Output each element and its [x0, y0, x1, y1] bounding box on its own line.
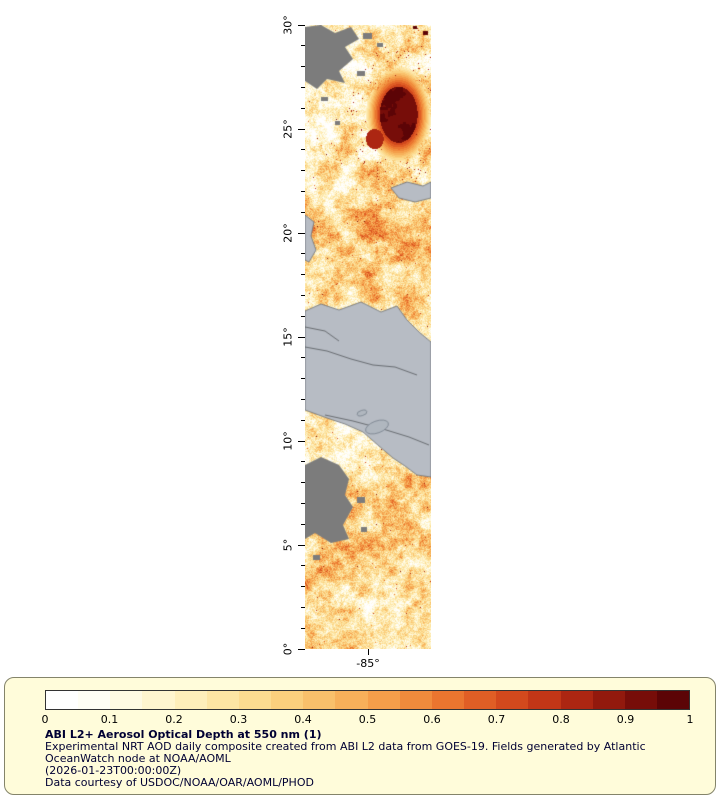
colorbar-tick-label: 0.8: [552, 713, 570, 726]
lat-minor-tick: [301, 294, 305, 296]
colorbar-segment: [496, 691, 529, 709]
lat-minor-tick: [301, 606, 305, 608]
colorbar-tick-label: 0.3: [229, 713, 248, 726]
colorbar-segment: [174, 691, 207, 709]
lon-tick-label: -85°: [356, 657, 380, 670]
lat-minor-tick: [301, 461, 305, 463]
colorbar-segment: [142, 691, 175, 709]
lat-minor-tick: [301, 190, 305, 192]
lat-tick-label: 10°: [281, 431, 295, 451]
lat-minor-tick: [301, 419, 305, 421]
legend-caption: ABI L2+ Aerosol Optical Depth at 550 nm …: [45, 729, 700, 789]
colorbar-tick-label: 0.2: [165, 713, 183, 726]
colorbar-tick-label: 0.6: [423, 713, 441, 726]
colorbar-tick-label: 0.7: [487, 713, 506, 726]
lon-major-tick: [367, 649, 369, 655]
lat-tick-label: 0°: [281, 642, 295, 656]
lat-minor-tick: [301, 502, 305, 504]
lat-minor-tick: [301, 149, 305, 151]
colorbar-tick-label: 1: [686, 713, 694, 726]
lat-tick-label: 30°: [281, 15, 295, 35]
lat-major-tick: [298, 648, 305, 650]
colorbar-ticks: 0 0.1 0.2 0.3 0.4 0.5 0.6 0.7 0.8 0.9 1: [41, 713, 694, 726]
legend-description: Experimental NRT AOD daily composite cre…: [45, 740, 646, 765]
lat-minor-tick: [301, 66, 305, 68]
colorbar-segment: [624, 691, 657, 709]
colorbar-segment: [238, 691, 272, 709]
lat-minor-tick: [301, 253, 305, 255]
lat-major-tick: [298, 24, 305, 26]
colorbar-tick-label: 0: [41, 713, 49, 726]
legend-credit: Data courtesy of USDOC/NOAA/OAR/AOML/PHO…: [45, 776, 314, 789]
colorbar: [45, 690, 690, 710]
lat-major-tick: [298, 336, 305, 338]
lat-minor-tick: [301, 586, 305, 588]
lat-major-tick: [298, 440, 305, 442]
lat-minor-tick: [301, 45, 305, 47]
colorbar-segment: [46, 691, 79, 709]
lat-minor-tick: [301, 170, 305, 172]
colorbar-segment: [110, 691, 143, 709]
colorbar-segment: [528, 691, 561, 709]
colorbar-segment: [399, 691, 432, 709]
lat-minor-tick: [301, 357, 305, 359]
colorbar-tick-label: 0.9: [616, 713, 635, 726]
lat-minor-tick: [301, 315, 305, 317]
lat-minor-tick: [301, 565, 305, 567]
lat-minor-tick: [301, 107, 305, 109]
colorbar-segment: [78, 691, 111, 709]
colorbar-segment: [560, 691, 593, 709]
colorbar-segment: [431, 691, 465, 709]
lat-tick-label: 5°: [281, 538, 295, 552]
lat-minor-tick: [301, 86, 305, 88]
colorbar-tick-label: 0.1: [100, 713, 119, 726]
colorbar-segment: [303, 691, 336, 709]
lat-tick-label: 25°: [281, 119, 295, 139]
lat-tick-label: 20°: [281, 223, 295, 243]
lat-minor-tick: [301, 211, 305, 213]
lat-major-tick: [298, 232, 305, 234]
colorbar-tick-label: 0.4: [294, 713, 312, 726]
lat-major-tick: [298, 128, 305, 130]
legend-title: ABI L2+ Aerosol Optical Depth at 550 nm …: [45, 728, 322, 741]
colorbar-segment: [206, 691, 239, 709]
aod-raster-map: [305, 25, 431, 649]
colorbar-segment: [335, 691, 368, 709]
colorbar-segment: [464, 691, 497, 709]
colorbar-segment: [367, 691, 400, 709]
lat-minor-tick: [301, 627, 305, 629]
legend-box: 0 0.1 0.2 0.3 0.4 0.5 0.6 0.7 0.8 0.9 1 ABI L2+ Ae…: [4, 677, 716, 795]
lat-minor-tick: [301, 482, 305, 484]
colorbar-segment: [656, 691, 690, 709]
colorbar-segment: [592, 691, 625, 709]
lat-major-tick: [298, 544, 305, 546]
colorbar-segment: [271, 691, 304, 709]
lat-tick-label: 15°: [281, 327, 295, 347]
colorbar-tick-label: 0.5: [358, 713, 377, 726]
lat-minor-tick: [301, 378, 305, 380]
legend-timestamp: (2026-01-23T00:00:00Z): [45, 764, 182, 777]
lat-minor-tick: [301, 398, 305, 400]
lat-minor-tick: [301, 523, 305, 525]
lat-minor-tick: [301, 274, 305, 276]
